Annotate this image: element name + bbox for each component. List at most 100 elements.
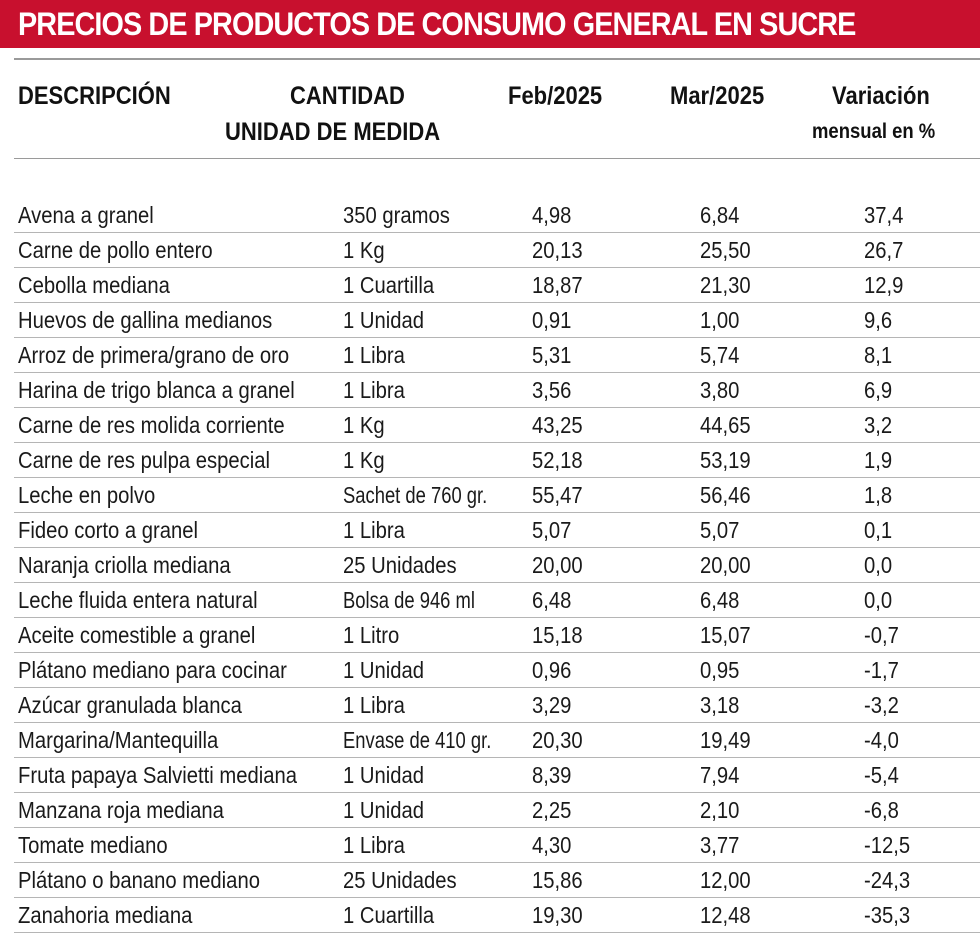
cell-feb: 55,47: [532, 482, 583, 508]
cell-feb: 3,29: [532, 692, 572, 718]
cell-variacion: 0,1: [864, 517, 893, 543]
table-row: Huevos de gallina medianos 1 Unidad 0,91 1,…: [14, 303, 980, 338]
cell-feb: 20,13: [532, 237, 583, 263]
cell-descripcion: Leche fluida entera natural: [18, 587, 258, 613]
cell-feb: 19,30: [532, 902, 583, 928]
cell-variacion: 0,0: [864, 552, 893, 578]
cell-descripcion: Plátano mediano para cocinar: [18, 657, 287, 683]
page-title: PRECIOS DE PRODUCTOS DE CONSUMO GENERAL …: [18, 5, 856, 42]
cell-cantidad: 1 Unidad: [343, 762, 425, 788]
cell-mar: 53,19: [700, 447, 751, 473]
cell-cantidad: Sachet de 760 gr.: [343, 482, 488, 508]
header-divider: [14, 158, 980, 159]
cell-descripcion: Harina de trigo blanca a granel: [18, 377, 295, 403]
cell-feb: 4,30: [532, 832, 572, 858]
cell-cantidad: 1 Cuartilla: [343, 272, 435, 298]
cell-mar: 12,48: [700, 902, 751, 928]
top-divider: [14, 58, 980, 60]
table-row: Carne de res molida corriente 1 Kg 43,25 44…: [14, 408, 980, 443]
cell-variacion: -12,5: [864, 832, 911, 858]
cell-descripcion: Leche en polvo: [18, 482, 156, 508]
cell-descripcion: Manzana roja mediana: [18, 797, 224, 823]
table-row: Carne de res pulpa especial 1 Kg 52,18 53,1…: [14, 443, 980, 478]
cell-variacion: 12,9: [864, 272, 904, 298]
cell-variacion: 1,9: [864, 447, 893, 473]
cell-mar: 44,65: [700, 412, 751, 438]
table-row: Azúcar granulada blanca 1 Libra 3,29 3,18 -3…: [14, 688, 980, 723]
cell-feb: 15,86: [532, 867, 583, 893]
cell-cantidad: 1 Litro: [343, 622, 400, 648]
cell-variacion: -6,8: [864, 797, 899, 823]
table-row: Fruta papaya Salvietti mediana 1 Unidad 8,…: [14, 758, 980, 793]
table-body: Avena a granel 350 gramos 4,98 6,84 37,4 Carn…: [0, 198, 980, 933]
cell-feb: 18,87: [532, 272, 583, 298]
cell-variacion: 9,6: [864, 307, 893, 333]
cell-feb: 0,96: [532, 657, 572, 683]
cell-cantidad: 25 Unidades: [343, 867, 457, 893]
cell-variacion: 6,9: [864, 377, 893, 403]
cell-cantidad: 25 Unidades: [343, 552, 457, 578]
table-row: Harina de trigo blanca a granel 1 Libra 3,…: [14, 373, 980, 408]
cell-descripcion: Azúcar granulada blanca: [18, 692, 242, 718]
cell-mar: 12,00: [700, 867, 751, 893]
cell-descripcion: Naranja criolla mediana: [18, 552, 231, 578]
cell-feb: 5,07: [532, 517, 572, 543]
table-row: Leche fluida entera natural Bolsa de 946 …: [14, 583, 980, 618]
cell-descripcion: Avena a granel: [18, 202, 154, 228]
table-row: Tomate mediano 1 Libra 4,30 3,77 -12,5: [14, 828, 980, 863]
cell-cantidad: 1 Unidad: [343, 657, 425, 683]
cell-descripcion: Cebolla mediana: [18, 272, 170, 298]
cell-mar: 3,80: [700, 377, 740, 403]
cell-cantidad: 1 Unidad: [343, 797, 425, 823]
cell-mar: 2,10: [700, 797, 740, 823]
cell-variacion: 1,8: [864, 482, 893, 508]
header-variacion: Variación: [832, 82, 930, 110]
cell-cantidad: 350 gramos: [343, 202, 450, 228]
header-variacion-sub: mensual en %: [812, 120, 936, 143]
cell-cantidad: Bolsa de 946 ml: [343, 587, 475, 613]
cell-variacion: -5,4: [864, 762, 899, 788]
cell-mar: 0,95: [700, 657, 740, 683]
cell-mar: 21,30: [700, 272, 751, 298]
cell-mar: 19,49: [700, 727, 751, 753]
cell-feb: 2,25: [532, 797, 572, 823]
cell-mar: 3,77: [700, 832, 740, 858]
table-row: Leche en polvo Sachet de 760 gr. 55,47 56,4…: [14, 478, 980, 513]
cell-feb: 0,91: [532, 307, 572, 333]
cell-mar: 56,46: [700, 482, 751, 508]
cell-cantidad: 1 Kg: [343, 237, 385, 263]
cell-variacion: -0,7: [864, 622, 899, 648]
cell-feb: 5,31: [532, 342, 572, 368]
cell-feb: 20,30: [532, 727, 583, 753]
cell-mar: 7,94: [700, 762, 740, 788]
table-row: Plátano o banano mediano 25 Unidades 15,86…: [14, 863, 980, 898]
cell-cantidad: 1 Libra: [343, 692, 405, 718]
cell-descripcion: Plátano o banano mediano: [18, 867, 260, 893]
cell-mar: 6,84: [700, 202, 740, 228]
table-row: Zanahoria mediana 1 Cuartilla 19,30 12,48 -3…: [14, 898, 980, 933]
cell-cantidad: 1 Kg: [343, 447, 385, 473]
header-feb: Feb/2025: [508, 82, 603, 110]
cell-variacion: 37,4: [864, 202, 904, 228]
table-row: Naranja criolla mediana 25 Unidades 20,00 2…: [14, 548, 980, 583]
cell-cantidad: 1 Libra: [343, 377, 405, 403]
table-row: Carne de pollo entero 1 Kg 20,13 25,50 26,7: [14, 233, 980, 268]
cell-feb: 15,18: [532, 622, 583, 648]
cell-mar: 5,74: [700, 342, 740, 368]
cell-variacion: 3,2: [864, 412, 893, 438]
cell-variacion: 8,1: [864, 342, 893, 368]
cell-descripcion: Aceite comestible a granel: [18, 622, 256, 648]
cell-variacion: -4,0: [864, 727, 899, 753]
cell-cantidad: Envase de 410 gr.: [343, 727, 492, 753]
cell-variacion: -24,3: [864, 867, 911, 893]
table-row: Fideo corto a granel 1 Libra 5,07 5,07 0,1: [14, 513, 980, 548]
cell-feb: 8,39: [532, 762, 572, 788]
table-row: Arroz de primera/grano de oro 1 Libra 5,31…: [14, 338, 980, 373]
cell-feb: 6,48: [532, 587, 572, 613]
cell-mar: 6,48: [700, 587, 740, 613]
cell-descripcion: Arroz de primera/grano de oro: [18, 342, 290, 368]
cell-descripcion: Zanahoria mediana: [18, 902, 193, 928]
cell-variacion: -35,3: [864, 902, 911, 928]
cell-feb: 52,18: [532, 447, 583, 473]
cell-descripcion: Fideo corto a granel: [18, 517, 199, 543]
